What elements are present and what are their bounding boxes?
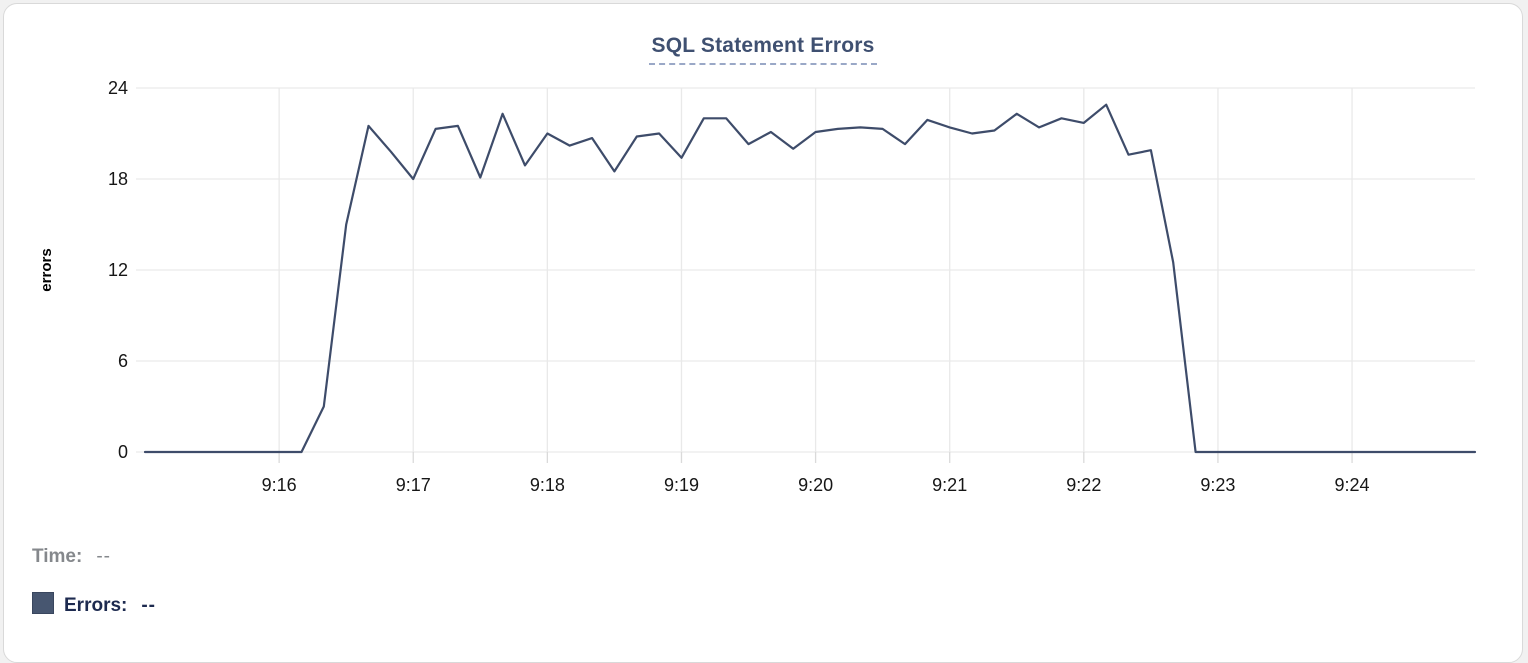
legend-time-row: Time: -- <box>32 546 111 568</box>
x-tick-label-9:23: 9:23 <box>1200 475 1235 495</box>
x-tick-label-9:21: 9:21 <box>932 475 967 495</box>
y-tick-label-6: 6 <box>118 351 128 371</box>
x-tick-label-9:24: 9:24 <box>1335 475 1370 495</box>
y-axis-title: errors <box>38 248 55 291</box>
legend-time-value: -- <box>96 546 111 567</box>
chart-card: SQL Statement Errors 0 6 12 18 24 9:16 9:17 9:1… <box>3 3 1523 663</box>
errors-series-line[interactable] <box>143 103 1477 454</box>
x-tick-label-9:18: 9:18 <box>530 475 565 495</box>
x-tick-label-9:17: 9:17 <box>396 475 431 495</box>
y-tick-label-0: 0 <box>118 442 128 462</box>
x-tick-label-9:20: 9:20 <box>798 475 833 495</box>
errors-legend-swatch <box>32 592 54 614</box>
x-tick-label-9:19: 9:19 <box>664 475 699 495</box>
legend-errors-row: Errors: -- <box>32 592 156 617</box>
legend-time-label: Time: <box>32 546 83 567</box>
chart-header: SQL Statement Errors <box>4 34 1522 65</box>
chart-title[interactable]: SQL Statement Errors <box>649 34 877 65</box>
y-tick-label-24: 24 <box>108 78 128 98</box>
x-tick-label-9:16: 9:16 <box>262 475 297 495</box>
y-tick-label-12: 12 <box>108 260 128 280</box>
y-tick-label-18: 18 <box>108 169 128 189</box>
legend-errors-label: Errors: <box>64 595 128 616</box>
legend-errors-value: -- <box>141 595 157 616</box>
x-tick-label-9:22: 9:22 <box>1066 475 1101 495</box>
errors-line-chart[interactable]: 0 6 12 18 24 9:16 9:17 9:18 9:19 9:20 9:21 9:22 9:23… <box>4 4 1528 516</box>
